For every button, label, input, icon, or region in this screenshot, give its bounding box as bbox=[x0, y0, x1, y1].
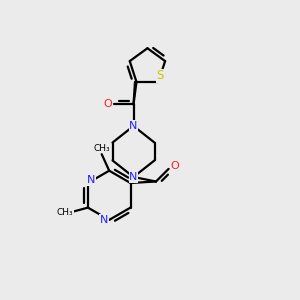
Text: S: S bbox=[156, 69, 164, 82]
Text: O: O bbox=[170, 161, 179, 171]
Text: CH₃: CH₃ bbox=[56, 208, 73, 217]
Text: O: O bbox=[103, 99, 112, 110]
Text: N: N bbox=[129, 121, 138, 131]
Text: N: N bbox=[129, 172, 138, 182]
Text: CH₃: CH₃ bbox=[93, 144, 110, 153]
Text: N: N bbox=[87, 175, 95, 185]
Text: N: N bbox=[100, 215, 108, 225]
